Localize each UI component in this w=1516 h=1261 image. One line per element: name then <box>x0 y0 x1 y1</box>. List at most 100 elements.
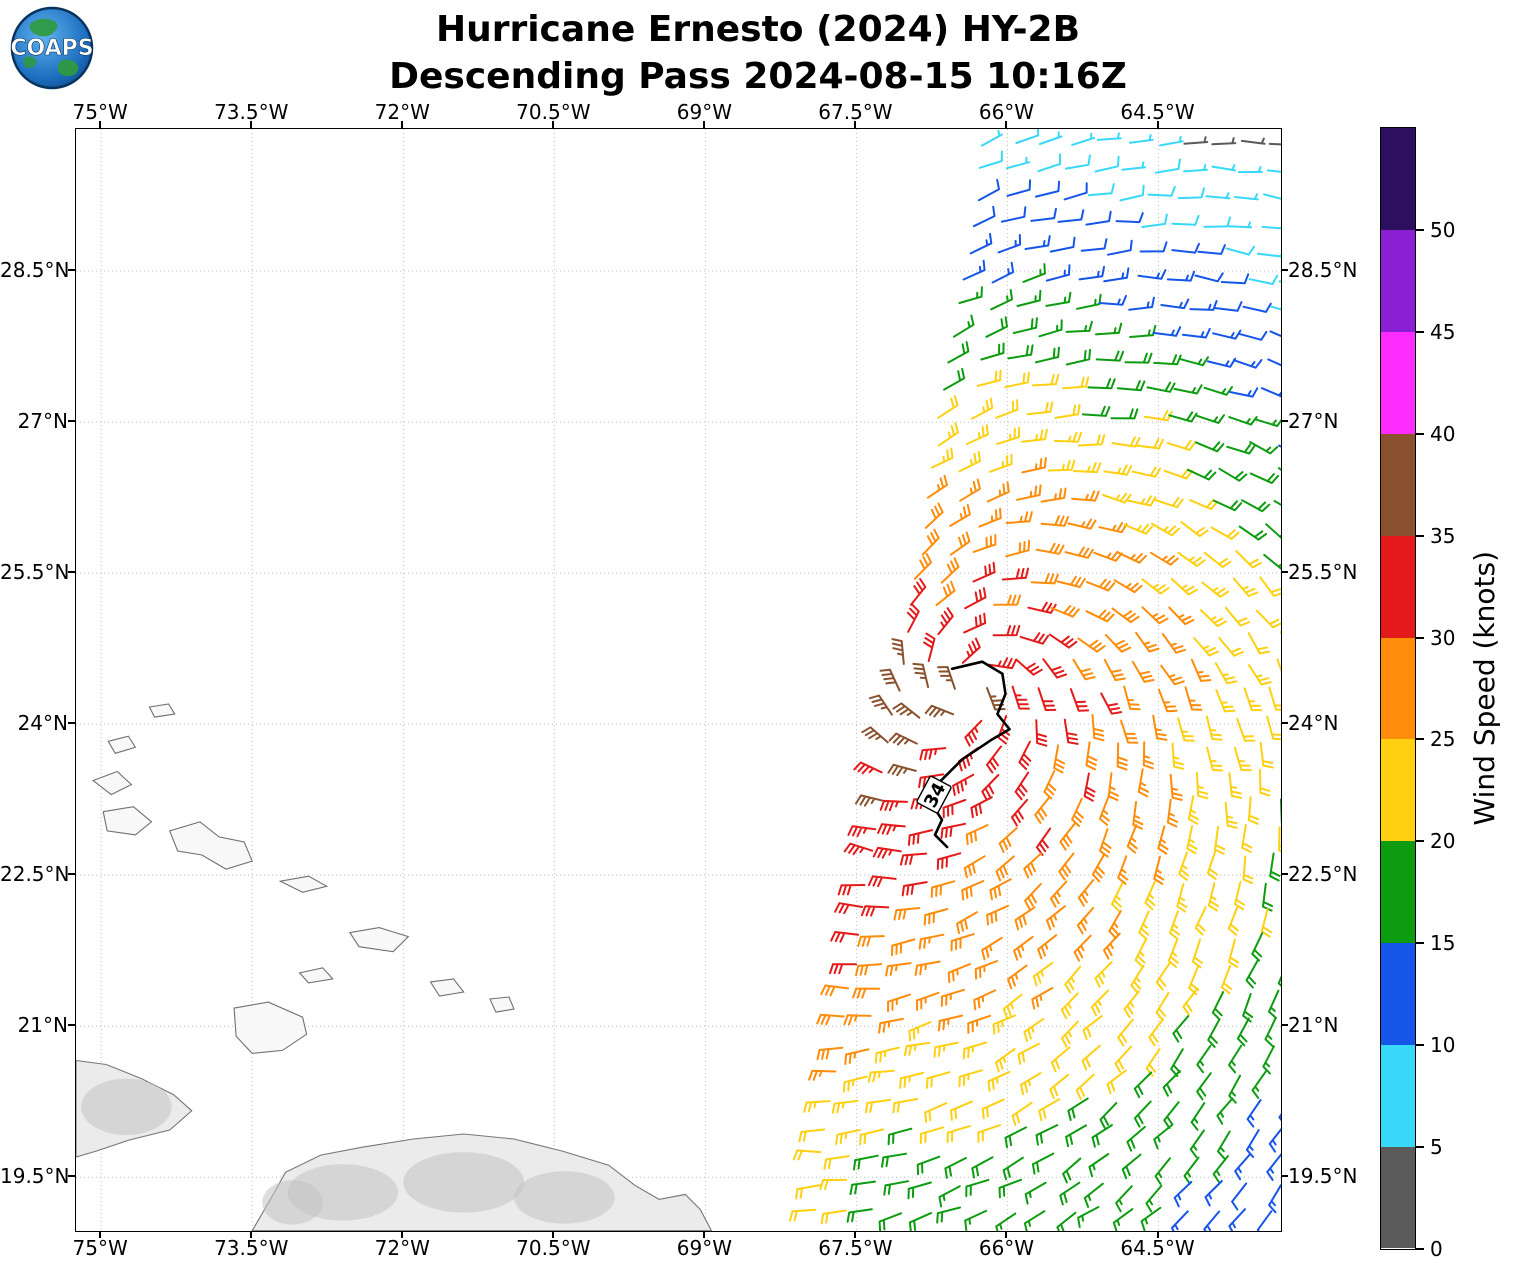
colorbar-band-15-20kt <box>1381 841 1415 943</box>
island-coastline <box>431 979 464 996</box>
wind-barb <box>903 882 927 895</box>
wind-barb <box>949 964 970 982</box>
wind-barb <box>1017 486 1041 500</box>
wind-barb <box>1205 387 1232 395</box>
colorbar-tick-label: 10 <box>1430 1033 1455 1057</box>
wind-barb <box>1160 137 1183 146</box>
wind-barb <box>1229 1046 1241 1073</box>
wind-barb <box>1135 1102 1151 1127</box>
y-tick-label-left: 22.5°N <box>0 862 68 886</box>
wind-barb <box>994 1016 1015 1034</box>
wind-barb <box>1037 829 1050 855</box>
wind-barb <box>1268 359 1281 369</box>
wind-barb <box>1127 1127 1145 1151</box>
wind-barb <box>1205 553 1231 567</box>
wind-barb <box>822 1211 846 1224</box>
wind-barb <box>954 316 974 337</box>
wind-barb <box>1208 1020 1219 1047</box>
wind-barb <box>1249 665 1271 684</box>
wind-barb <box>848 826 875 836</box>
wind-barb <box>1258 1211 1272 1231</box>
wind-barb <box>1000 828 1017 852</box>
colorbar-tick-label: 5 <box>1430 1135 1443 1159</box>
wind-barb <box>1000 1180 1022 1198</box>
axis-tick-mark <box>68 420 75 422</box>
wind-barb <box>1190 301 1216 310</box>
wind-barb <box>960 1070 982 1086</box>
wind-barb <box>1079 880 1094 906</box>
wind-barb <box>905 1043 929 1056</box>
wind-barb <box>1031 209 1056 221</box>
wind-barb <box>1267 1154 1281 1180</box>
axis-tick-mark <box>401 121 403 128</box>
axis-tick-mark <box>552 121 554 128</box>
wind-barb <box>1212 138 1235 144</box>
wind-barb <box>981 344 1003 360</box>
wind-barb <box>1050 1075 1068 1098</box>
terrain-shading <box>81 1079 172 1135</box>
wind-barb <box>1170 911 1179 938</box>
island-coastline <box>490 997 514 1012</box>
wind-barb <box>1067 322 1092 332</box>
colorbar-band-20-25kt <box>1381 739 1415 841</box>
wind-barb <box>953 775 973 795</box>
wind-barb <box>1139 912 1148 939</box>
island-coastline <box>103 807 151 835</box>
wind-barb <box>1280 277 1282 285</box>
wind-barb <box>1277 660 1281 682</box>
wind-barb <box>920 748 945 759</box>
basemap-coastlines <box>76 704 711 1231</box>
wind-barb <box>869 1071 894 1082</box>
wind-barb <box>1122 162 1145 169</box>
colorbar-axis-label: Wind Speed (knots) <box>1462 127 1506 1250</box>
wind-barb <box>1086 610 1113 621</box>
wind-barb <box>927 1072 950 1088</box>
wind-barb <box>1019 742 1030 769</box>
wind-barb <box>1196 442 1223 451</box>
wind-barb <box>1068 1099 1087 1121</box>
wind-barb <box>1164 1071 1180 1096</box>
wind-barb <box>1209 883 1218 910</box>
wind-barb <box>1115 580 1142 592</box>
wind-barb <box>1222 274 1248 283</box>
wind-barb <box>1226 803 1237 828</box>
axis-tick-mark <box>68 873 75 875</box>
wind-barb <box>1207 717 1222 740</box>
island-coastline <box>350 928 408 952</box>
wind-barb <box>869 876 896 886</box>
wind-barb <box>1242 825 1251 852</box>
wind-barb <box>979 509 1000 527</box>
wind-barb <box>1051 882 1067 907</box>
wind-barb <box>910 1213 931 1231</box>
wind-barb <box>1264 555 1281 570</box>
wind-barb <box>1033 1154 1053 1174</box>
wind-barb <box>957 912 977 933</box>
wind-barb <box>1169 608 1193 625</box>
wind-barb <box>1269 688 1281 710</box>
wind-barb <box>1258 248 1281 257</box>
wind-barb <box>972 399 992 419</box>
wind-barb <box>1007 158 1029 168</box>
wind-barb <box>1179 852 1188 880</box>
wind-barb <box>1195 273 1222 281</box>
wind-barb <box>1112 608 1138 622</box>
wind-barb <box>980 152 1002 168</box>
wind-barb <box>951 533 970 555</box>
wind-barb <box>854 1156 878 1170</box>
wind-barb <box>1228 222 1251 227</box>
wind-barb <box>1100 797 1109 825</box>
wind-barb <box>1198 245 1225 254</box>
wind-barb <box>1036 348 1059 363</box>
wind-barb <box>1157 963 1170 990</box>
wind-barb <box>945 1158 966 1178</box>
wind-barb <box>1117 213 1143 222</box>
x-tick-label-bottom: 72°W <box>342 1236 462 1260</box>
wind-barb <box>1133 802 1142 829</box>
terrain-shading <box>262 1180 322 1224</box>
wind-barb <box>888 765 915 775</box>
wind-barb <box>1245 688 1262 710</box>
wind-barb <box>1262 909 1271 936</box>
wind-barb <box>1242 139 1265 144</box>
wind-barb <box>1222 966 1231 993</box>
wind-barb <box>1068 520 1095 529</box>
